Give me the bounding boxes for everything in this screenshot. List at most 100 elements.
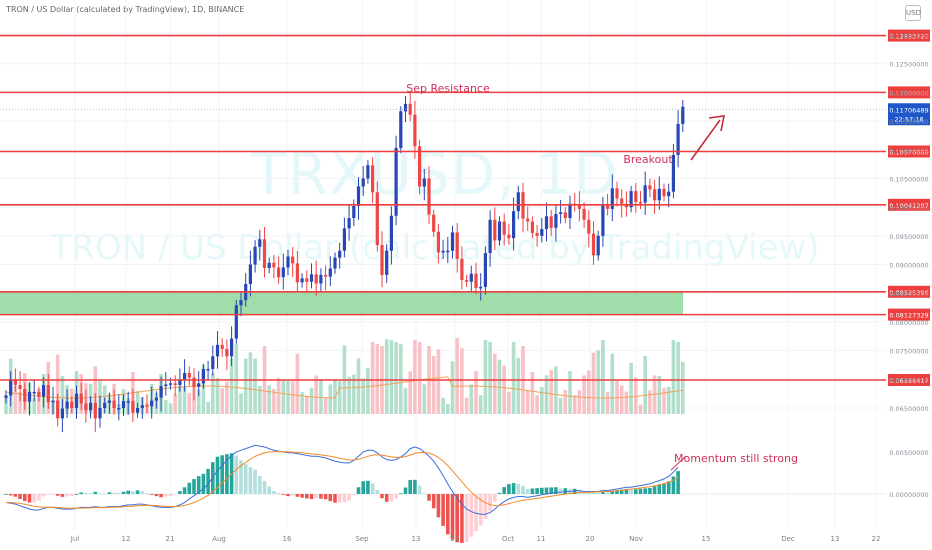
candle-body bbox=[615, 188, 619, 199]
macd-histogram-bar bbox=[417, 485, 422, 494]
time-tick: 13 bbox=[412, 535, 421, 543]
macd-histogram-bar bbox=[107, 492, 112, 494]
candle-body bbox=[394, 148, 398, 216]
volume-bar bbox=[300, 392, 304, 414]
volume-bar bbox=[352, 374, 356, 414]
chart-title: TRON / US Dollar (calculated by TradingV… bbox=[6, 5, 245, 14]
candle-body bbox=[112, 400, 116, 408]
price-tick: 0.06500000 bbox=[889, 405, 928, 413]
volume-bar bbox=[55, 354, 60, 414]
last-price-label: 0.11706489 bbox=[889, 106, 928, 114]
macd-histogram-bar bbox=[192, 479, 196, 494]
breakout-arrow-head bbox=[708, 115, 726, 132]
macd-histogram-bar bbox=[314, 494, 318, 499]
volume-bar bbox=[629, 362, 633, 414]
time-tick: 22 bbox=[872, 535, 881, 543]
time-tick: 15 bbox=[702, 535, 711, 543]
volume-bar bbox=[577, 390, 582, 414]
macd-histogram-bar bbox=[281, 494, 286, 495]
macd-histogram-bar bbox=[253, 469, 257, 494]
macd-histogram-bar bbox=[79, 492, 83, 494]
volume-bar bbox=[384, 339, 389, 414]
volume-bar bbox=[220, 388, 224, 414]
candle-body bbox=[657, 188, 661, 201]
candle-body bbox=[474, 273, 478, 289]
volume-bar bbox=[554, 366, 558, 414]
volume-bar bbox=[474, 371, 478, 414]
macd-histogram-bar bbox=[290, 494, 295, 496]
macd-histogram-bar bbox=[671, 476, 676, 494]
macd-histogram-bar bbox=[413, 479, 417, 494]
macd-histogram-bar bbox=[337, 494, 342, 503]
macd-histogram-bar bbox=[591, 492, 596, 494]
volume-bar bbox=[460, 348, 464, 414]
macd-histogram-bar bbox=[361, 481, 365, 494]
macd-histogram-bar bbox=[60, 494, 65, 497]
last-price-badge bbox=[888, 103, 930, 126]
candle-body bbox=[591, 233, 596, 256]
volume-bar bbox=[624, 391, 629, 414]
compare-symbol-button[interactable]: USD bbox=[905, 5, 921, 21]
level-badge bbox=[888, 86, 930, 99]
candle-body bbox=[408, 103, 412, 115]
volume-bar bbox=[328, 384, 333, 414]
time-tick: 22 bbox=[451, 535, 460, 543]
volume-bar bbox=[488, 342, 492, 414]
candle-body bbox=[502, 221, 506, 235]
macd-histogram-bar bbox=[558, 488, 563, 494]
volume-bar bbox=[366, 367, 370, 414]
volume-bar bbox=[469, 384, 474, 414]
macd-histogram-bar bbox=[549, 487, 553, 494]
candle-body bbox=[465, 280, 469, 282]
volume-bar bbox=[441, 397, 445, 414]
macd-histogram-bar bbox=[135, 490, 140, 494]
time-tick: Aug bbox=[212, 535, 226, 543]
volume-bar bbox=[417, 342, 422, 414]
volume-bar bbox=[450, 361, 455, 414]
macd-histogram-bar bbox=[18, 494, 22, 500]
volume-bar bbox=[535, 395, 539, 414]
candle-body bbox=[380, 245, 384, 275]
candle-body bbox=[319, 274, 323, 284]
volume-bar bbox=[361, 378, 365, 414]
time-tick: 13 bbox=[831, 535, 840, 543]
support-zone-rect bbox=[0, 292, 683, 315]
volume-bar bbox=[413, 340, 417, 414]
candle-body bbox=[483, 253, 487, 287]
candle-body bbox=[441, 250, 445, 253]
candle-body bbox=[681, 106, 685, 124]
macd-histogram-bar bbox=[117, 492, 121, 494]
volume-bar bbox=[281, 380, 286, 414]
candle-body bbox=[554, 214, 558, 228]
candle-body bbox=[84, 403, 88, 411]
volume-bar bbox=[18, 392, 22, 414]
candle-body bbox=[516, 192, 520, 212]
volume-bar bbox=[422, 384, 427, 414]
time-tick: Nov bbox=[629, 535, 643, 543]
candle-body bbox=[145, 405, 149, 407]
macd-histogram-bar bbox=[300, 494, 304, 498]
price-tick: 0.12000000 bbox=[889, 89, 928, 97]
macd-histogram-bar bbox=[511, 483, 516, 494]
macd-histogram-bar bbox=[168, 494, 173, 497]
volume-bar bbox=[455, 338, 459, 414]
candle-body bbox=[662, 188, 666, 197]
macd-histogram-bar bbox=[220, 455, 224, 494]
volume-bar bbox=[511, 342, 516, 414]
macd-histogram-bar bbox=[572, 488, 577, 494]
macd-histogram-bar bbox=[262, 480, 267, 494]
macd-histogram-bar bbox=[23, 494, 27, 502]
time-tick: Jul bbox=[70, 535, 80, 543]
candle-body bbox=[305, 278, 309, 282]
volume-bar bbox=[572, 395, 577, 414]
price-tick: 0.07500000 bbox=[889, 348, 928, 356]
signal-line bbox=[5, 451, 679, 509]
volume-bar bbox=[375, 344, 380, 414]
volume-bar bbox=[558, 397, 563, 414]
candle-body bbox=[324, 274, 328, 277]
macd-histogram-bar bbox=[342, 494, 347, 503]
macd-histogram-bar bbox=[554, 487, 558, 494]
macd-histogram-bar bbox=[446, 494, 450, 535]
candle-body bbox=[432, 214, 436, 232]
